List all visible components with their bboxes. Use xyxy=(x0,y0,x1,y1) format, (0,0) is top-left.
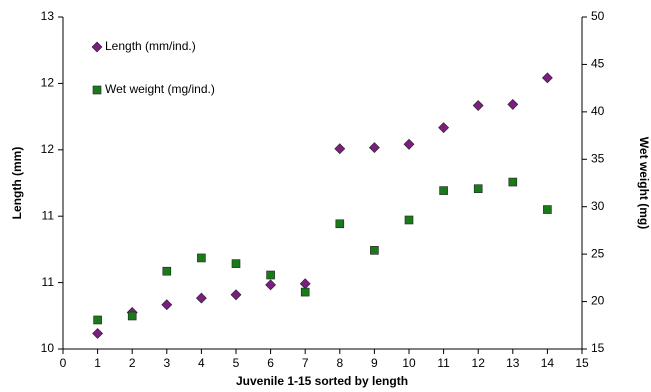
y2-axis-title: Wet weight (mg) xyxy=(637,137,651,229)
point xyxy=(334,143,346,155)
point xyxy=(472,100,484,111)
x-axis-title: Juvenile 1-15 sorted by length xyxy=(236,374,408,388)
y2-tick-label: 25 xyxy=(591,246,605,260)
point xyxy=(162,266,172,276)
point xyxy=(265,279,277,291)
y-tick-label: 11 xyxy=(42,275,55,289)
x-tick-label: 2 xyxy=(129,356,136,370)
point xyxy=(403,138,415,150)
point xyxy=(543,205,552,214)
point xyxy=(370,246,379,255)
x-tick-label: 6 xyxy=(267,356,274,370)
point xyxy=(161,299,173,311)
point xyxy=(508,177,518,187)
legend-marker xyxy=(92,85,102,95)
x-tick-label: 11 xyxy=(437,356,450,370)
point xyxy=(368,142,380,154)
point xyxy=(541,72,553,84)
x-tick-label: 3 xyxy=(163,356,170,370)
x-tick-label: 13 xyxy=(506,356,520,370)
x-tick-label: 14 xyxy=(541,356,555,370)
y2-tick-label: 45 xyxy=(591,57,605,71)
legend-label: Length (mm/ind.) xyxy=(105,39,196,53)
point xyxy=(93,315,102,325)
y-tick-label: 12 xyxy=(41,76,55,90)
y-tick-label: 12 xyxy=(41,142,55,156)
point xyxy=(127,311,137,321)
y-tick-label: 11 xyxy=(42,208,55,222)
x-tick-label: 12 xyxy=(472,356,486,370)
legend-label: Wet weight (mg/ind.) xyxy=(105,82,215,96)
point xyxy=(473,184,483,193)
x-tick-label: 7 xyxy=(302,356,309,370)
x-tick-label: 0 xyxy=(60,356,67,370)
point xyxy=(195,292,207,304)
y2-tick-label: 30 xyxy=(591,199,605,213)
y-tick-label: 13 xyxy=(41,9,55,23)
x-tick-label: 9 xyxy=(371,356,378,370)
y2-tick-label: 40 xyxy=(591,104,605,118)
point xyxy=(439,186,448,195)
y-axis-title: Length (mm) xyxy=(10,147,24,220)
y-tick-label: 10 xyxy=(41,341,55,355)
x-tick-label: 10 xyxy=(402,356,416,370)
legend-marker xyxy=(91,41,103,53)
point xyxy=(230,289,242,301)
point xyxy=(266,270,275,280)
point xyxy=(197,253,206,263)
x-tick-label: 4 xyxy=(198,356,205,370)
x-tick-label: 1 xyxy=(94,356,101,370)
point xyxy=(438,122,450,134)
x-tick-label: 8 xyxy=(336,356,343,370)
point xyxy=(335,219,345,229)
y2-tick-label: 50 xyxy=(591,9,605,23)
x-tick-label: 15 xyxy=(575,356,589,370)
x-tick-label: 5 xyxy=(233,356,240,370)
point xyxy=(507,99,519,110)
y2-tick-label: 20 xyxy=(591,294,605,308)
point xyxy=(404,215,414,225)
point xyxy=(231,259,241,268)
point xyxy=(299,278,311,290)
y2-tick-label: 35 xyxy=(591,151,605,165)
y2-tick-label: 15 xyxy=(591,341,605,355)
point xyxy=(300,287,310,297)
point xyxy=(92,328,104,339)
